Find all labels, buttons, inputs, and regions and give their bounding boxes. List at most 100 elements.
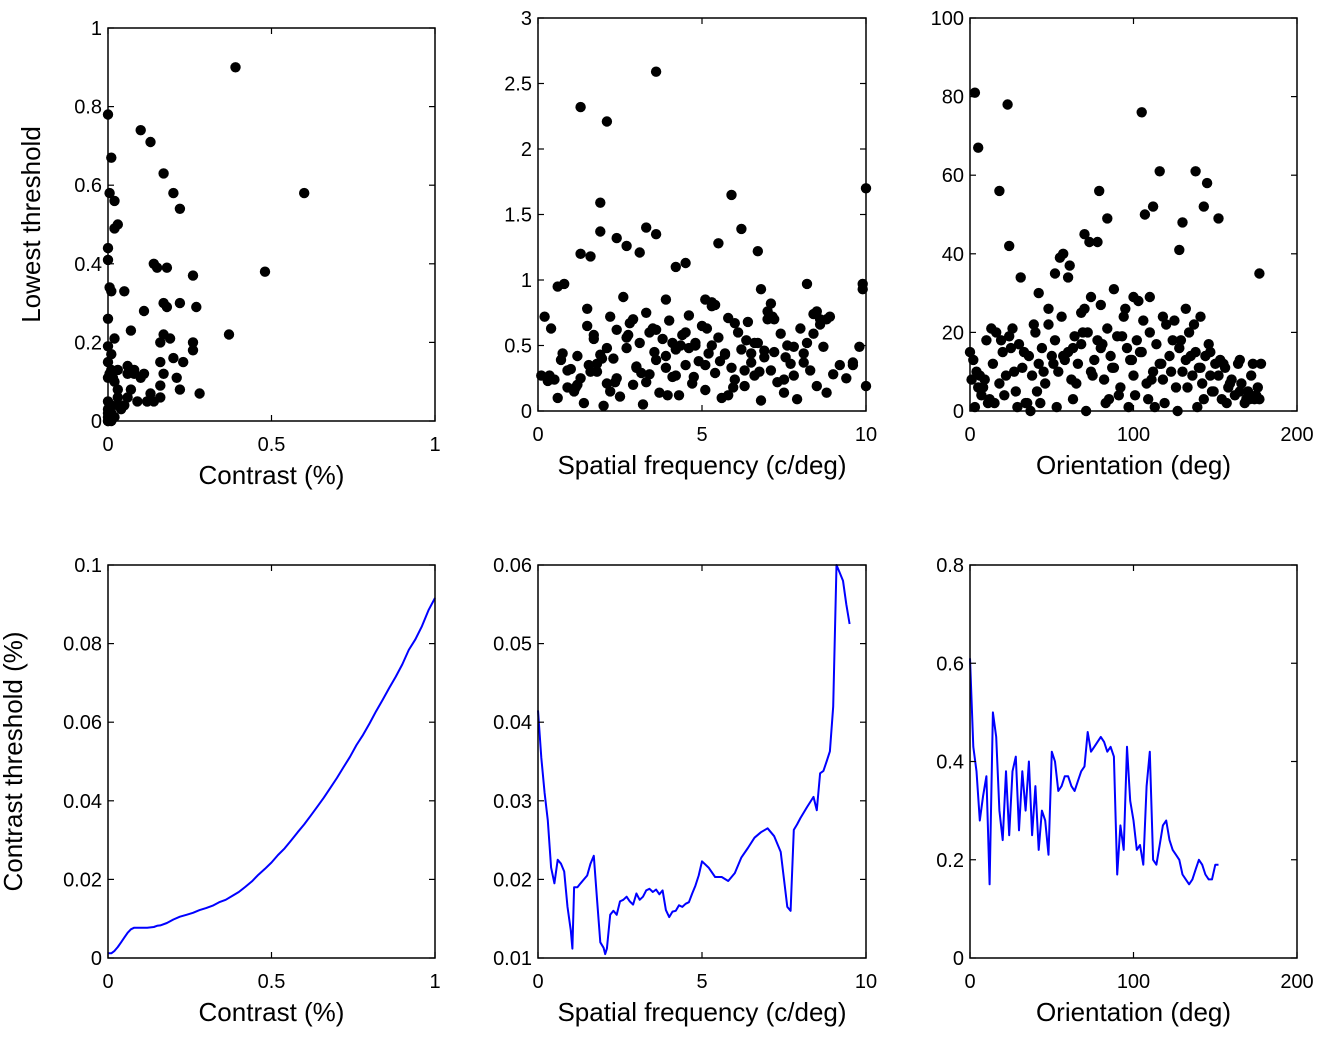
plot-frame [537,564,867,959]
data-point [1187,370,1198,381]
data-point [670,370,681,381]
data-point [129,364,140,376]
data-point [1118,311,1129,322]
x-tick-label: 1 [429,971,440,993]
data-point [1174,342,1185,354]
data-point [981,335,992,346]
data-point [1175,335,1187,346]
x-tick-label: 0.5 [258,434,286,456]
data-point [641,222,652,233]
data-point [125,384,137,395]
data-point [739,365,750,376]
x-tick-label: 0 [102,971,113,993]
data-point [562,365,573,376]
data-point [1067,394,1079,405]
data-point [683,342,695,354]
y-tick-label: 0 [91,948,102,970]
data-point [158,168,169,179]
data-point [161,262,173,273]
data-point [1089,354,1100,366]
data-point [1219,362,1231,373]
data-point [700,384,711,396]
y-tick-label: 0.6 [74,175,102,197]
data-point [119,286,130,297]
series-line [537,564,851,956]
data-point [585,251,596,262]
chart-panel-1: 0 0.5 1 0 0.2 0.4 0.6 0.8 1 Contrast (%) Lowest th… [16,18,441,490]
data-point [1147,366,1159,377]
data-point [1157,374,1169,385]
y-tick-label: 1 [91,18,102,40]
data-point [808,328,819,339]
data-point [618,291,629,303]
data-point [644,327,655,338]
data-point [1161,319,1172,330]
data-point [736,223,747,235]
data-point [1183,327,1195,338]
data-point [109,333,120,344]
data-point [989,397,1000,409]
data-point [723,390,734,401]
data-point [1154,166,1165,177]
data-point [1094,185,1105,197]
y-tick-label: 0.2 [74,332,102,354]
data-point [223,329,235,340]
data-point [135,125,146,136]
data-point [611,232,622,244]
data-point [1242,386,1254,397]
data-point [660,294,672,305]
data-point [168,187,179,199]
data-point [700,359,711,371]
data-point [986,323,997,334]
x-axis-label: Contrast (%) [199,460,345,490]
data-point [660,350,672,362]
data-point [754,366,765,377]
data-point [596,353,608,364]
x-tick-label: 200 [1280,424,1313,446]
data-point [155,356,166,368]
chart-panel-2: 0 5 10 0 0.5 1 1.5 2 2.5 3 Spatial frequency (c/de… [504,8,877,480]
data-point [818,341,829,352]
data-point [814,319,826,330]
data-point [1097,339,1108,350]
x-tick-label: 100 [1117,424,1150,446]
data-point [729,318,740,329]
data-point [729,374,740,385]
data-point [976,390,987,401]
data-point [578,397,590,409]
data-point [1071,378,1082,389]
data-point [1151,339,1162,350]
data-point [595,197,606,208]
x-tick-label: 0 [964,971,975,993]
data-point [742,316,754,328]
data-point [854,341,865,352]
data-point [1038,366,1049,377]
data-point [627,379,639,390]
data-point [995,335,1007,346]
data-point [623,329,634,341]
data-point [614,391,626,402]
y-tick-label: 0.5 [504,336,532,358]
data-point [161,301,173,313]
data-point [1102,213,1113,224]
data-point [1182,382,1193,393]
data-point [112,400,124,411]
data-point [1213,213,1224,224]
data-point [1076,339,1087,350]
data-point [1043,319,1054,330]
data-point [701,323,713,334]
data-point [1143,394,1154,405]
data-point [649,346,660,358]
data-point [1205,370,1216,381]
data-point [1040,378,1051,389]
y-tick-label: 0.06 [63,712,102,734]
data-point [191,301,202,313]
data-point [570,382,581,393]
data-point [582,320,593,332]
data-point [1252,382,1264,393]
data-point [739,380,750,392]
data-point [703,348,714,359]
data-point [158,368,169,379]
data-point [834,359,845,371]
data-point [1169,315,1180,326]
